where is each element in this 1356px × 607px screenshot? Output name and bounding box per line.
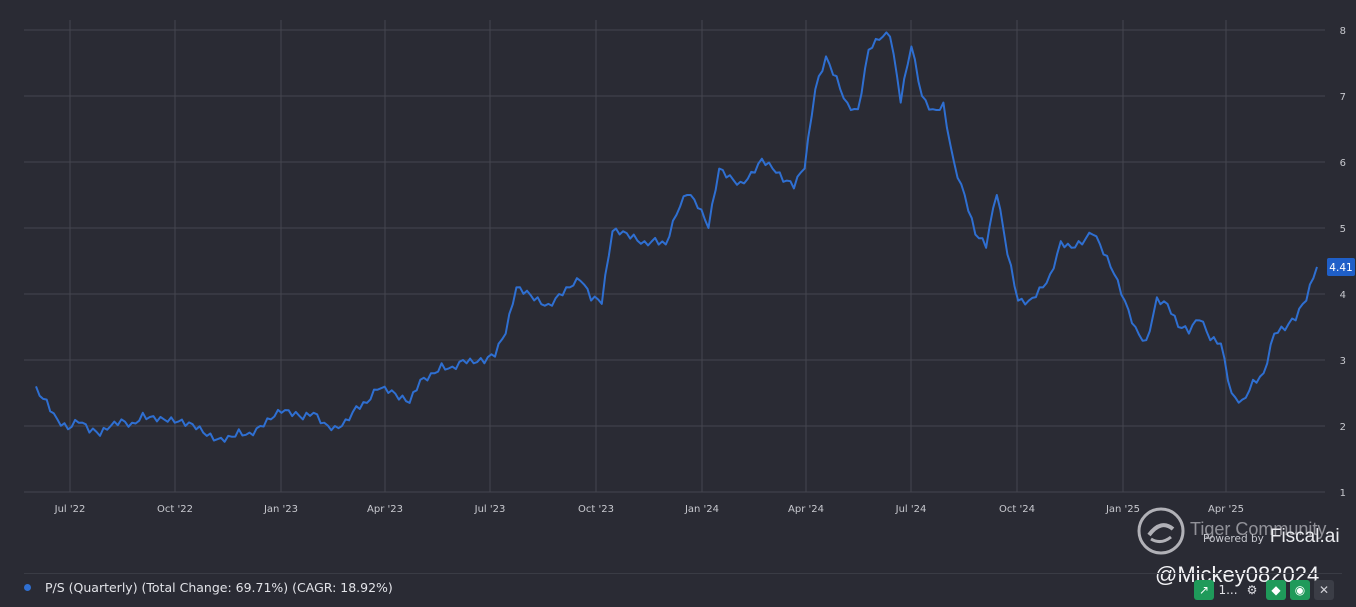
x-axis: Jul '22 Oct '22 Jan '23 Apr '23 Jul '23 Oct '…	[54, 504, 1244, 515]
y-tick-label: 5	[1340, 224, 1346, 235]
close-icon[interactable]: ✕	[1314, 580, 1334, 600]
x-tick-label: Jul '24	[895, 504, 927, 515]
legend-dot-icon	[24, 584, 31, 591]
last-value-text: 4.41	[1329, 262, 1352, 274]
x-tick-label: Jan '25	[1105, 504, 1140, 515]
x-tick-label: Apr '25	[1208, 504, 1244, 515]
y-tick-label: 3	[1340, 356, 1346, 367]
x-tick-label: Jan '23	[263, 504, 298, 515]
grid-lines	[24, 20, 1325, 493]
x-tick-label: Jul '22	[54, 504, 86, 515]
y-tick-label: 1	[1340, 488, 1346, 499]
gear-icon[interactable]: ⚙	[1246, 583, 1258, 597]
x-tick-label: Oct '24	[999, 504, 1035, 515]
y-tick-label: 2	[1340, 422, 1346, 433]
x-tick-label: Oct '22	[157, 504, 193, 515]
tiger-logo-icon	[1135, 505, 1187, 561]
x-tick-label: Apr '23	[367, 504, 403, 515]
powered-by: Powered by Fiscal.ai	[1203, 526, 1340, 548]
x-tick-label: Jul '23	[474, 504, 506, 515]
eye-icon[interactable]: ◉	[1290, 580, 1310, 600]
watermark-text: Tiger Community	[1190, 519, 1327, 539]
brand-name: Fiscal.ai	[1269, 526, 1340, 547]
y-axis: 1 2 3 4 5 6 7 8	[1340, 26, 1346, 499]
y-tick-label: 8	[1340, 26, 1346, 37]
powered-by-label: Powered by	[1203, 533, 1264, 545]
legend: P/S (Quarterly) (Total Change: 69.71%) (…	[24, 580, 393, 595]
x-tick-label: Oct '23	[578, 504, 614, 515]
y-tick-label: 7	[1340, 92, 1346, 103]
series-line-ps-quarterly	[35, 31, 1318, 443]
y-tick-label: 6	[1340, 158, 1346, 169]
chart-toolbar: ↗ 1... ⚙ ◆ ◉ ✕	[1194, 580, 1334, 600]
divider	[24, 573, 1342, 574]
x-tick-label: Jan '24	[684, 504, 719, 515]
last-value-badge: 4.41	[1327, 257, 1355, 276]
legend-label[interactable]: P/S (Quarterly) (Total Change: 69.71%) (…	[45, 580, 393, 595]
tag-icon[interactable]: ◆	[1266, 580, 1286, 600]
x-tick-label: Apr '24	[788, 504, 824, 515]
y-tick-label: 4	[1340, 290, 1346, 301]
trend-icon[interactable]: ↗	[1194, 580, 1214, 600]
range-button[interactable]: 1...	[1218, 583, 1238, 597]
